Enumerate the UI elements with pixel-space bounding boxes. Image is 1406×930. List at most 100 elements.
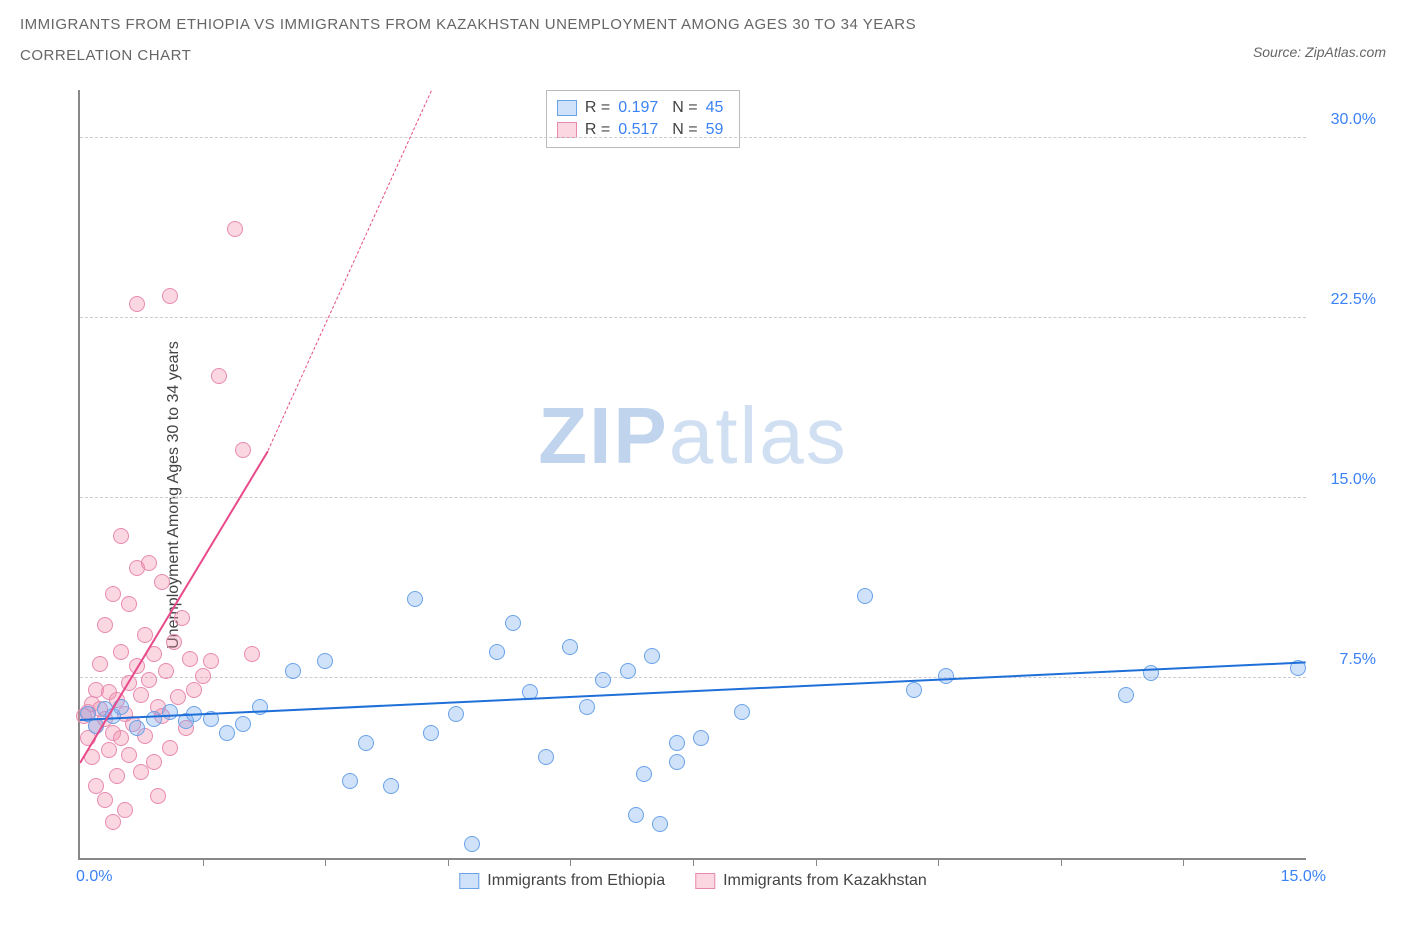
title-block: IMMIGRANTS FROM ETHIOPIA VS IMMIGRANTS F… xyxy=(20,16,916,64)
data-point xyxy=(538,749,554,765)
x-tick xyxy=(1061,858,1062,866)
stats-legend-box: R =0.197N =45R =0.517N =59 xyxy=(546,90,741,148)
data-point xyxy=(407,591,423,607)
title-line-2: CORRELATION CHART xyxy=(20,47,916,64)
data-point xyxy=(162,288,178,304)
data-point xyxy=(636,766,652,782)
data-point xyxy=(317,653,333,669)
data-point xyxy=(92,656,108,672)
data-point xyxy=(227,221,243,237)
data-point xyxy=(174,610,190,626)
legend-swatch-ethiopia xyxy=(459,873,479,889)
data-point xyxy=(464,836,480,852)
data-point xyxy=(158,663,174,679)
data-point xyxy=(97,792,113,808)
data-point xyxy=(105,814,121,830)
title-line-1: IMMIGRANTS FROM ETHIOPIA VS IMMIGRANTS F… xyxy=(20,16,916,33)
watermark: ZIPatlas xyxy=(538,390,847,482)
data-point xyxy=(113,528,129,544)
x-axis-max-label: 15.0% xyxy=(1281,868,1326,886)
data-point xyxy=(129,296,145,312)
y-tick-label: 22.5% xyxy=(1331,291,1376,309)
data-point xyxy=(219,725,235,741)
trend-line-dashed xyxy=(268,90,432,450)
x-axis-min-label: 0.0% xyxy=(76,868,112,886)
data-point xyxy=(938,668,954,684)
x-tick xyxy=(325,858,326,866)
x-tick xyxy=(816,858,817,866)
x-tick xyxy=(448,858,449,866)
data-point xyxy=(669,735,685,751)
data-point xyxy=(669,754,685,770)
data-point xyxy=(146,711,162,727)
stats-swatch xyxy=(557,100,577,116)
data-point xyxy=(505,615,521,631)
data-point xyxy=(235,716,251,732)
data-point xyxy=(141,555,157,571)
stats-swatch xyxy=(557,122,577,138)
data-point xyxy=(166,634,182,650)
data-point xyxy=(383,778,399,794)
data-point xyxy=(235,442,251,458)
data-point xyxy=(620,663,636,679)
data-point xyxy=(211,368,227,384)
data-point xyxy=(186,682,202,698)
n-label: N = xyxy=(672,99,697,117)
data-point xyxy=(101,742,117,758)
data-point xyxy=(121,747,137,763)
data-point xyxy=(244,646,260,662)
gridline xyxy=(80,317,1306,318)
data-point xyxy=(693,730,709,746)
stats-row: R =0.197N =45 xyxy=(557,97,730,119)
data-point xyxy=(195,668,211,684)
gridline xyxy=(80,497,1306,498)
legend-label-kazakhstan: Immigrants from Kazakhstan xyxy=(723,872,927,890)
legend-item-kazakhstan: Immigrants from Kazakhstan xyxy=(695,872,927,890)
gridline xyxy=(80,677,1306,678)
data-point xyxy=(117,802,133,818)
data-point xyxy=(342,773,358,789)
source-attribution: Source: ZipAtlas.com xyxy=(1253,44,1386,60)
y-tick-label: 30.0% xyxy=(1331,111,1376,129)
data-point xyxy=(579,699,595,715)
gridline xyxy=(80,137,1306,138)
x-tick xyxy=(570,858,571,866)
data-point xyxy=(1118,687,1134,703)
data-point xyxy=(146,754,162,770)
legend-item-ethiopia: Immigrants from Ethiopia xyxy=(459,872,665,890)
series-legend: Immigrants from Ethiopia Immigrants from… xyxy=(459,872,926,890)
x-tick xyxy=(693,858,694,866)
data-point xyxy=(358,735,374,751)
data-point xyxy=(162,704,178,720)
source-prefix: Source: xyxy=(1253,44,1305,60)
legend-swatch-kazakhstan xyxy=(695,873,715,889)
data-point xyxy=(906,682,922,698)
data-point xyxy=(109,768,125,784)
data-point xyxy=(113,730,129,746)
y-tick-label: 7.5% xyxy=(1340,651,1376,669)
data-point xyxy=(285,663,301,679)
x-tick xyxy=(203,858,204,866)
data-point xyxy=(644,648,660,664)
data-point xyxy=(129,720,145,736)
source-name: ZipAtlas.com xyxy=(1305,44,1386,60)
data-point xyxy=(150,788,166,804)
r-value: 0.197 xyxy=(618,99,658,117)
data-point xyxy=(652,816,668,832)
data-point xyxy=(628,807,644,823)
data-point xyxy=(489,644,505,660)
data-point xyxy=(141,672,157,688)
n-value: 45 xyxy=(706,99,724,117)
data-point xyxy=(162,740,178,756)
legend-label-ethiopia: Immigrants from Ethiopia xyxy=(487,872,665,890)
data-point xyxy=(182,651,198,667)
data-point xyxy=(137,627,153,643)
data-point xyxy=(595,672,611,688)
data-point xyxy=(857,588,873,604)
chart-header: IMMIGRANTS FROM ETHIOPIA VS IMMIGRANTS F… xyxy=(0,0,1406,64)
data-point xyxy=(562,639,578,655)
data-point xyxy=(154,574,170,590)
data-point xyxy=(133,687,149,703)
data-point xyxy=(97,617,113,633)
data-point xyxy=(170,689,186,705)
